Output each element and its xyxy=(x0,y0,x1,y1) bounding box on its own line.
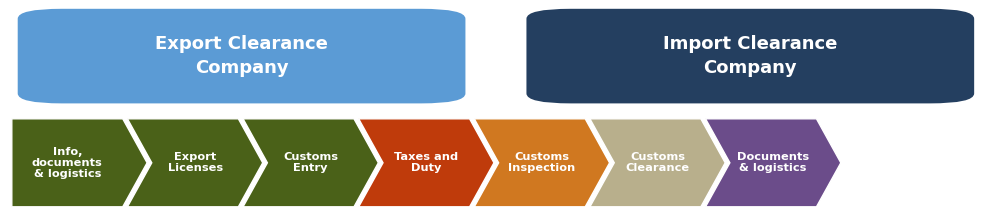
Text: Customs
Inspection: Customs Inspection xyxy=(509,152,576,173)
Text: Documents
& logistics: Documents & logistics xyxy=(737,152,809,173)
Polygon shape xyxy=(359,119,494,207)
Text: Info,
documents
& logistics: Info, documents & logistics xyxy=(31,147,102,179)
Text: Export Clearance
Company: Export Clearance Company xyxy=(155,35,328,77)
Text: Taxes and
Duty: Taxes and Duty xyxy=(395,152,459,173)
Polygon shape xyxy=(590,119,725,207)
Polygon shape xyxy=(706,119,841,207)
Polygon shape xyxy=(12,119,148,207)
Text: Export
Licenses: Export Licenses xyxy=(167,152,222,173)
Polygon shape xyxy=(474,119,610,207)
Text: Import Clearance
Company: Import Clearance Company xyxy=(663,35,837,77)
Text: Customs
Clearance: Customs Clearance xyxy=(626,152,690,173)
FancyBboxPatch shape xyxy=(526,9,974,103)
FancyBboxPatch shape xyxy=(18,9,465,103)
Text: Customs
Entry: Customs Entry xyxy=(283,152,338,173)
Polygon shape xyxy=(128,119,263,207)
Polygon shape xyxy=(243,119,379,207)
